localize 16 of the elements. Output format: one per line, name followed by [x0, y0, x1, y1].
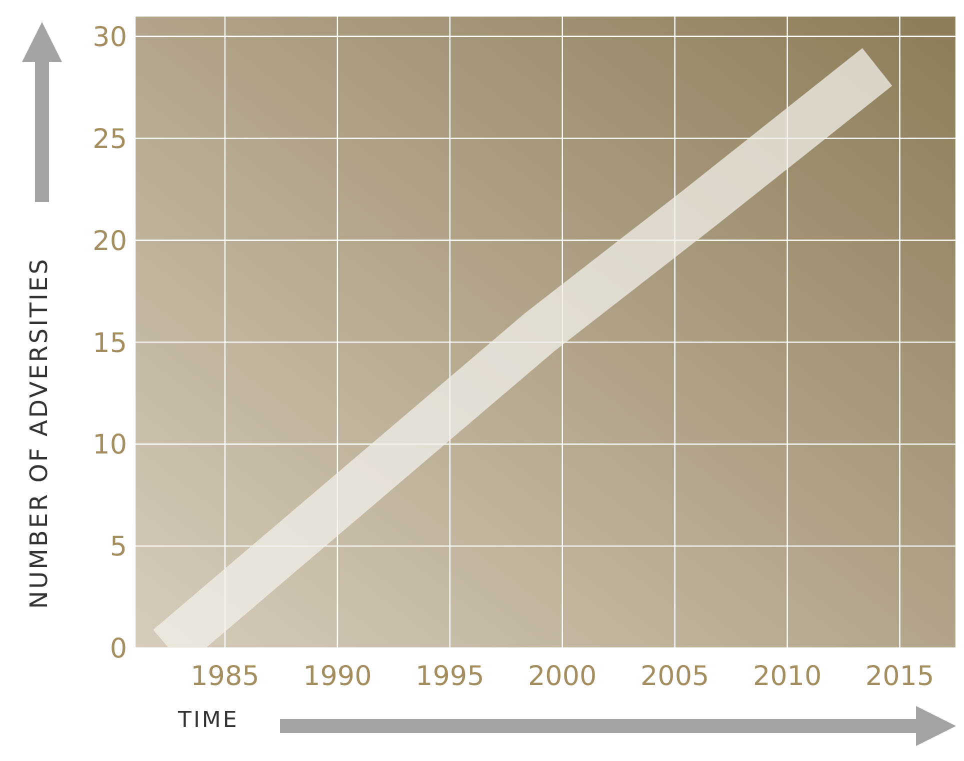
y-tick-label: 0 [110, 634, 127, 665]
y-tick-label: 15 [92, 328, 127, 359]
x-tick-label: 1995 [416, 661, 484, 692]
y-tick-label: 25 [92, 124, 127, 155]
y-tick-label: 30 [92, 22, 127, 53]
x-tick-label: 1990 [303, 661, 372, 692]
y-tick-label: 10 [92, 430, 127, 461]
x-axis-title: TIME [178, 708, 239, 733]
y-tick-label: 5 [110, 532, 127, 563]
y-axis-title: NUMBER OF ADVERSITIES [25, 257, 54, 609]
x-tick-label: 2010 [752, 661, 822, 692]
x-tick-label: 2015 [865, 661, 934, 692]
y-tick-label: 20 [92, 226, 127, 257]
x-tick-label: 2005 [640, 661, 710, 692]
x-tick-label: 2000 [528, 661, 597, 692]
x-tick-label: 1985 [190, 661, 260, 692]
